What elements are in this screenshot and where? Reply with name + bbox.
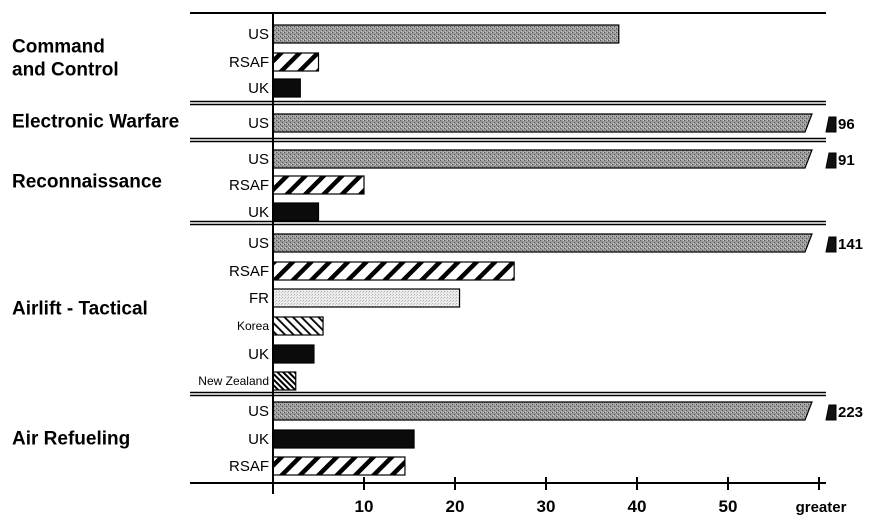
bar-break-stub [825,404,837,421]
x-tick-label: 50 [719,497,738,516]
group-label: Command [12,37,105,58]
country-label: US [248,26,269,43]
value-label: 96 [838,116,855,133]
bar [272,371,297,391]
country-label: UK [248,346,269,363]
x-tick-label: 10 [355,497,374,516]
bar-break-stub [825,116,837,133]
bar [272,233,813,253]
country-label: RSAF [229,54,269,71]
bar-break-stub [825,152,837,169]
group-label: Air Refueling [12,429,130,450]
country-label: US [248,235,269,252]
country-label: UK [248,204,269,221]
bar [272,261,515,281]
bars [272,24,837,476]
country-label: UK [248,80,269,97]
country-label: US [248,403,269,420]
country-labels: US RSAF UK US US RSAF UK US RSAF FR Korea UK New Zea… [198,26,269,475]
bar [272,78,301,98]
bar [272,52,320,72]
country-label: UK [248,431,269,448]
value-labels: 96 91 141 223 [838,116,863,421]
bar [272,175,365,195]
bar [272,24,620,44]
country-label: US [248,115,269,132]
bar [272,113,813,133]
country-label: US [248,151,269,168]
country-label: RSAF [229,177,269,194]
value-label: 141 [838,236,863,253]
bar [272,344,315,364]
country-label: Korea [237,319,269,333]
group-label: Electronic Warfare [12,112,179,133]
bar [272,456,406,476]
bar [272,316,324,336]
country-label: RSAF [229,458,269,475]
x-tick-label: 30 [537,497,556,516]
group-label: and Control [12,60,119,81]
group-label: Reconnaissance [12,172,162,193]
x-tick-label: 20 [446,497,465,516]
bar [272,288,461,308]
x-axis: 10 20 30 40 50 greater [190,13,847,516]
x-tick-label: 40 [628,497,647,516]
group-label: Airlift - Tactical [12,299,148,320]
country-label: RSAF [229,263,269,280]
value-label: 223 [838,404,863,421]
bar [272,401,813,421]
bar-break-stub [825,236,837,253]
value-label: 91 [838,152,855,169]
bar [272,149,813,169]
x-tick-label: greater [796,499,847,516]
bar [272,202,320,222]
country-label: New Zealand [198,374,269,388]
country-label: FR [249,290,269,307]
bar [272,429,415,449]
